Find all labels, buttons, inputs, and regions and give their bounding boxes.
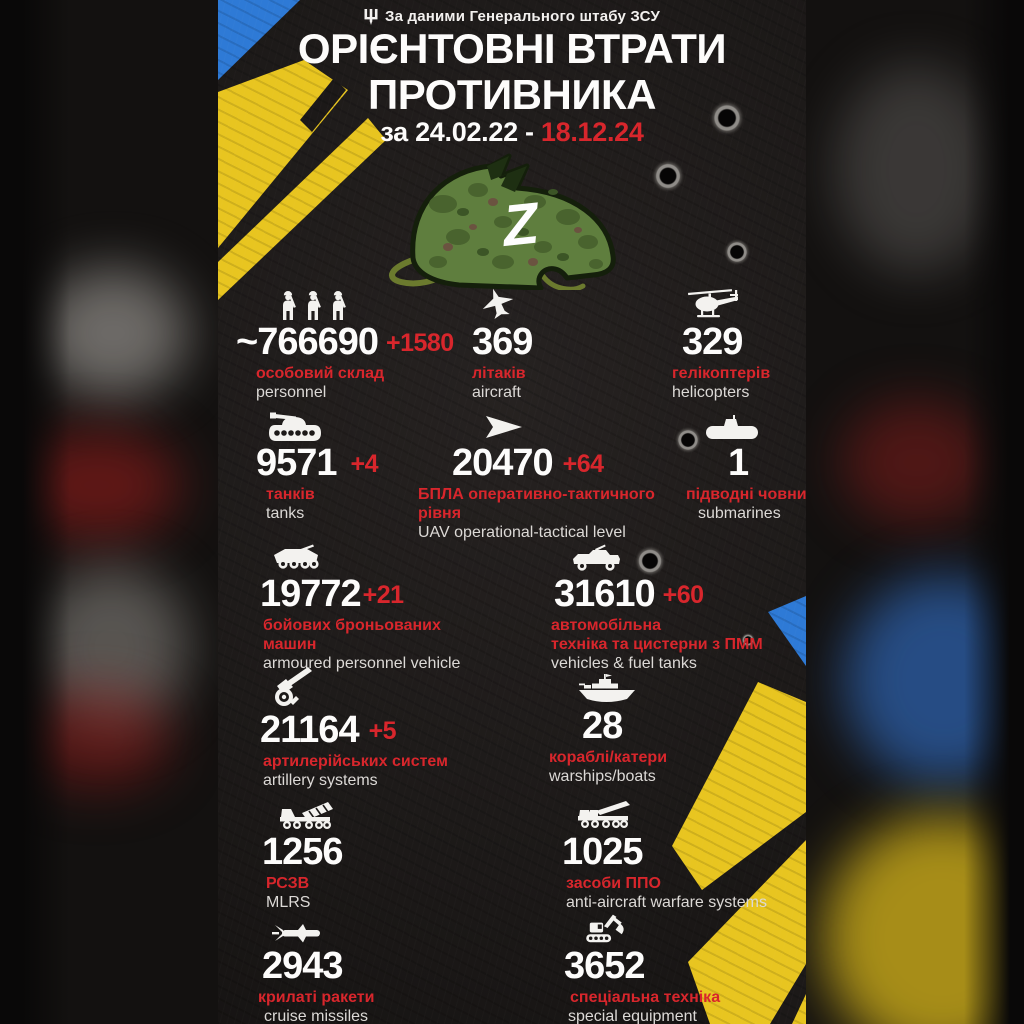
bullet-hole xyxy=(652,160,684,192)
warship-icon xyxy=(578,672,746,704)
stat-uav: 20470 +64 БПЛА оперативно-тактичного рівн… xyxy=(416,409,668,542)
backdrop-edge-shade xyxy=(806,0,1024,1024)
stat-label-ua: засоби ППО xyxy=(566,875,661,892)
stat-value: 1025 xyxy=(562,831,644,873)
aa-missile-truck-icon xyxy=(576,798,806,830)
stat-tanks: 9571 +4 танків tanks xyxy=(252,409,412,523)
fighter-jet-icon xyxy=(478,288,604,320)
stat-delta: +5 xyxy=(368,717,397,745)
helmet-crack xyxy=(487,156,527,192)
stat-label-en: artillery systems xyxy=(263,772,378,789)
stat-label-en: personnel xyxy=(256,384,327,401)
infographic-poster: За даними Генерального штабу ЗСУ ОРІЄНТО… xyxy=(218,0,806,1024)
stat-value: 19772 xyxy=(260,573,362,615)
stat-mlrs: 1256 РСЗВ MLRS xyxy=(258,798,428,912)
stat-label-ua: автомобільна техніка та цистерни з ПММ xyxy=(551,617,763,653)
bullet-hole xyxy=(724,239,750,265)
stat-anti-aircraft: 1025 засоби ППО anti-aircraft warfare sy… xyxy=(558,798,806,912)
stat-label-ua: РСЗВ xyxy=(266,875,310,892)
stat-delta: +4 xyxy=(350,450,379,478)
stat-label-en: tanks xyxy=(266,505,305,522)
date-range: за 24.02.22 - 18.12.24 xyxy=(218,117,806,148)
artillery-gun-icon xyxy=(270,662,498,708)
stat-delta: +60 xyxy=(662,581,704,609)
stat-value: 2943 xyxy=(262,945,344,987)
stat-value: 20470 xyxy=(452,442,554,484)
stat-label-en: special equipment xyxy=(568,1008,697,1024)
stat-armoured-personnel-vehicle: 19772+21 бойових броньованих машин armou… xyxy=(258,540,483,673)
stat-cruise-missiles: 2943 крилаті ракети cruise missiles xyxy=(258,912,458,1024)
stat-label-ua: крилаті ракети xyxy=(258,989,375,1006)
stat-label-en: warships/boats xyxy=(549,768,656,785)
attack-drone-icon xyxy=(484,409,668,441)
excavator-icon xyxy=(580,912,795,944)
stat-personnel: ~766690 +1580 особовий склад personnel xyxy=(232,288,462,402)
stat-label-ua: БПЛА оперативно-тактичного рівня xyxy=(418,486,655,522)
stat-label-en: vehicles & fuel tanks xyxy=(551,655,697,672)
stat-delta: +64 xyxy=(562,450,604,478)
stat-value: 329 xyxy=(682,321,743,363)
helmet-z-illustration: Z xyxy=(388,153,616,290)
apc-icon xyxy=(270,540,483,572)
stat-value: 31610 xyxy=(554,573,656,615)
stat-special-equipment: 3652 спеціальна техніка special equipmen… xyxy=(560,912,795,1024)
military-truck-icon xyxy=(570,540,796,572)
stat-delta: +1580 xyxy=(386,329,454,357)
stat-label-en: helicopters xyxy=(672,384,750,401)
stat-label-ua: спеціальна техніка xyxy=(570,989,721,1006)
backdrop-edge-shade xyxy=(0,0,218,1024)
blurred-backdrop-left xyxy=(0,0,218,1024)
stat-label-en: anti-aircraft warfare systems xyxy=(566,894,767,911)
stat-helicopters: 329 гелікоптерів helicopters xyxy=(668,288,803,402)
stat-value: 9571 xyxy=(256,442,338,484)
stat-label-en: cruise missiles xyxy=(264,1008,369,1024)
date-current: 18.12.24 xyxy=(540,117,644,147)
stat-label-ua: бойових броньованих машин xyxy=(263,617,441,653)
stat-label-en: aircraft xyxy=(472,384,521,401)
stat-value: 1 xyxy=(728,442,749,484)
stat-label-ua: гелікоптерів xyxy=(672,365,771,382)
submarine-icon xyxy=(704,409,806,441)
stat-value: ~766690 xyxy=(236,321,379,363)
stat-label-en: submarines xyxy=(698,505,781,522)
stat-warships: 28 кораблі/катери warships/boats xyxy=(546,672,746,786)
stat-value: 21164 xyxy=(260,709,360,751)
stat-label-ua: літаків xyxy=(472,365,526,382)
page-title-line2: ПРОТИВНИКА xyxy=(368,71,656,118)
stat-label-ua: артилерійських систем xyxy=(263,753,448,770)
chin-strap-right xyxy=(540,273,586,290)
stat-vehicles-fuel-tanks: 31610 +60 автомобільна техніка та цистерн… xyxy=(546,540,796,673)
stat-artillery: 21164 +5 артилерійських систем artillery … xyxy=(258,662,498,790)
stat-label-ua: танків xyxy=(266,486,315,503)
tank-icon xyxy=(268,409,412,441)
stat-submarines: 1 підводні човни submarines xyxy=(678,409,806,523)
stat-aircraft: 369 літаків aircraft xyxy=(464,288,604,402)
cruise-missile-icon xyxy=(272,912,458,944)
attribution: За даними Генерального штабу ЗСУ xyxy=(218,8,806,25)
stat-label-ua: кораблі/катери xyxy=(549,749,668,766)
blurred-backdrop-right xyxy=(806,0,1024,1024)
stat-label-ua: особовий склад xyxy=(256,365,385,382)
stat-label-en: armoured personnel vehicle xyxy=(263,655,461,672)
attribution-text: За даними Генерального штабу ЗСУ xyxy=(384,8,661,25)
trident-icon xyxy=(364,8,378,25)
stat-label-en: MLRS xyxy=(266,894,311,911)
stat-value: 1256 xyxy=(262,831,344,873)
camo-spots xyxy=(429,183,603,269)
stat-label-ua: підводні човни xyxy=(686,486,806,503)
camo-spots-dark xyxy=(457,189,569,261)
mlrs-truck-icon xyxy=(278,798,428,830)
stat-value: 369 xyxy=(472,321,533,363)
soldiers-icon xyxy=(280,288,462,320)
stat-value: 28 xyxy=(582,705,623,747)
page-title-line1: ОРІЄНТОВНІ ВТРАТИ xyxy=(297,25,727,72)
date-start: за 24.02.22 - xyxy=(380,117,541,147)
stat-label-en: UAV operational-tactical level xyxy=(418,524,626,541)
stat-delta: +21 xyxy=(362,581,404,609)
camo-spots-brown xyxy=(443,198,582,266)
helicopter-icon xyxy=(686,288,803,320)
stat-value: 3652 xyxy=(564,945,646,987)
